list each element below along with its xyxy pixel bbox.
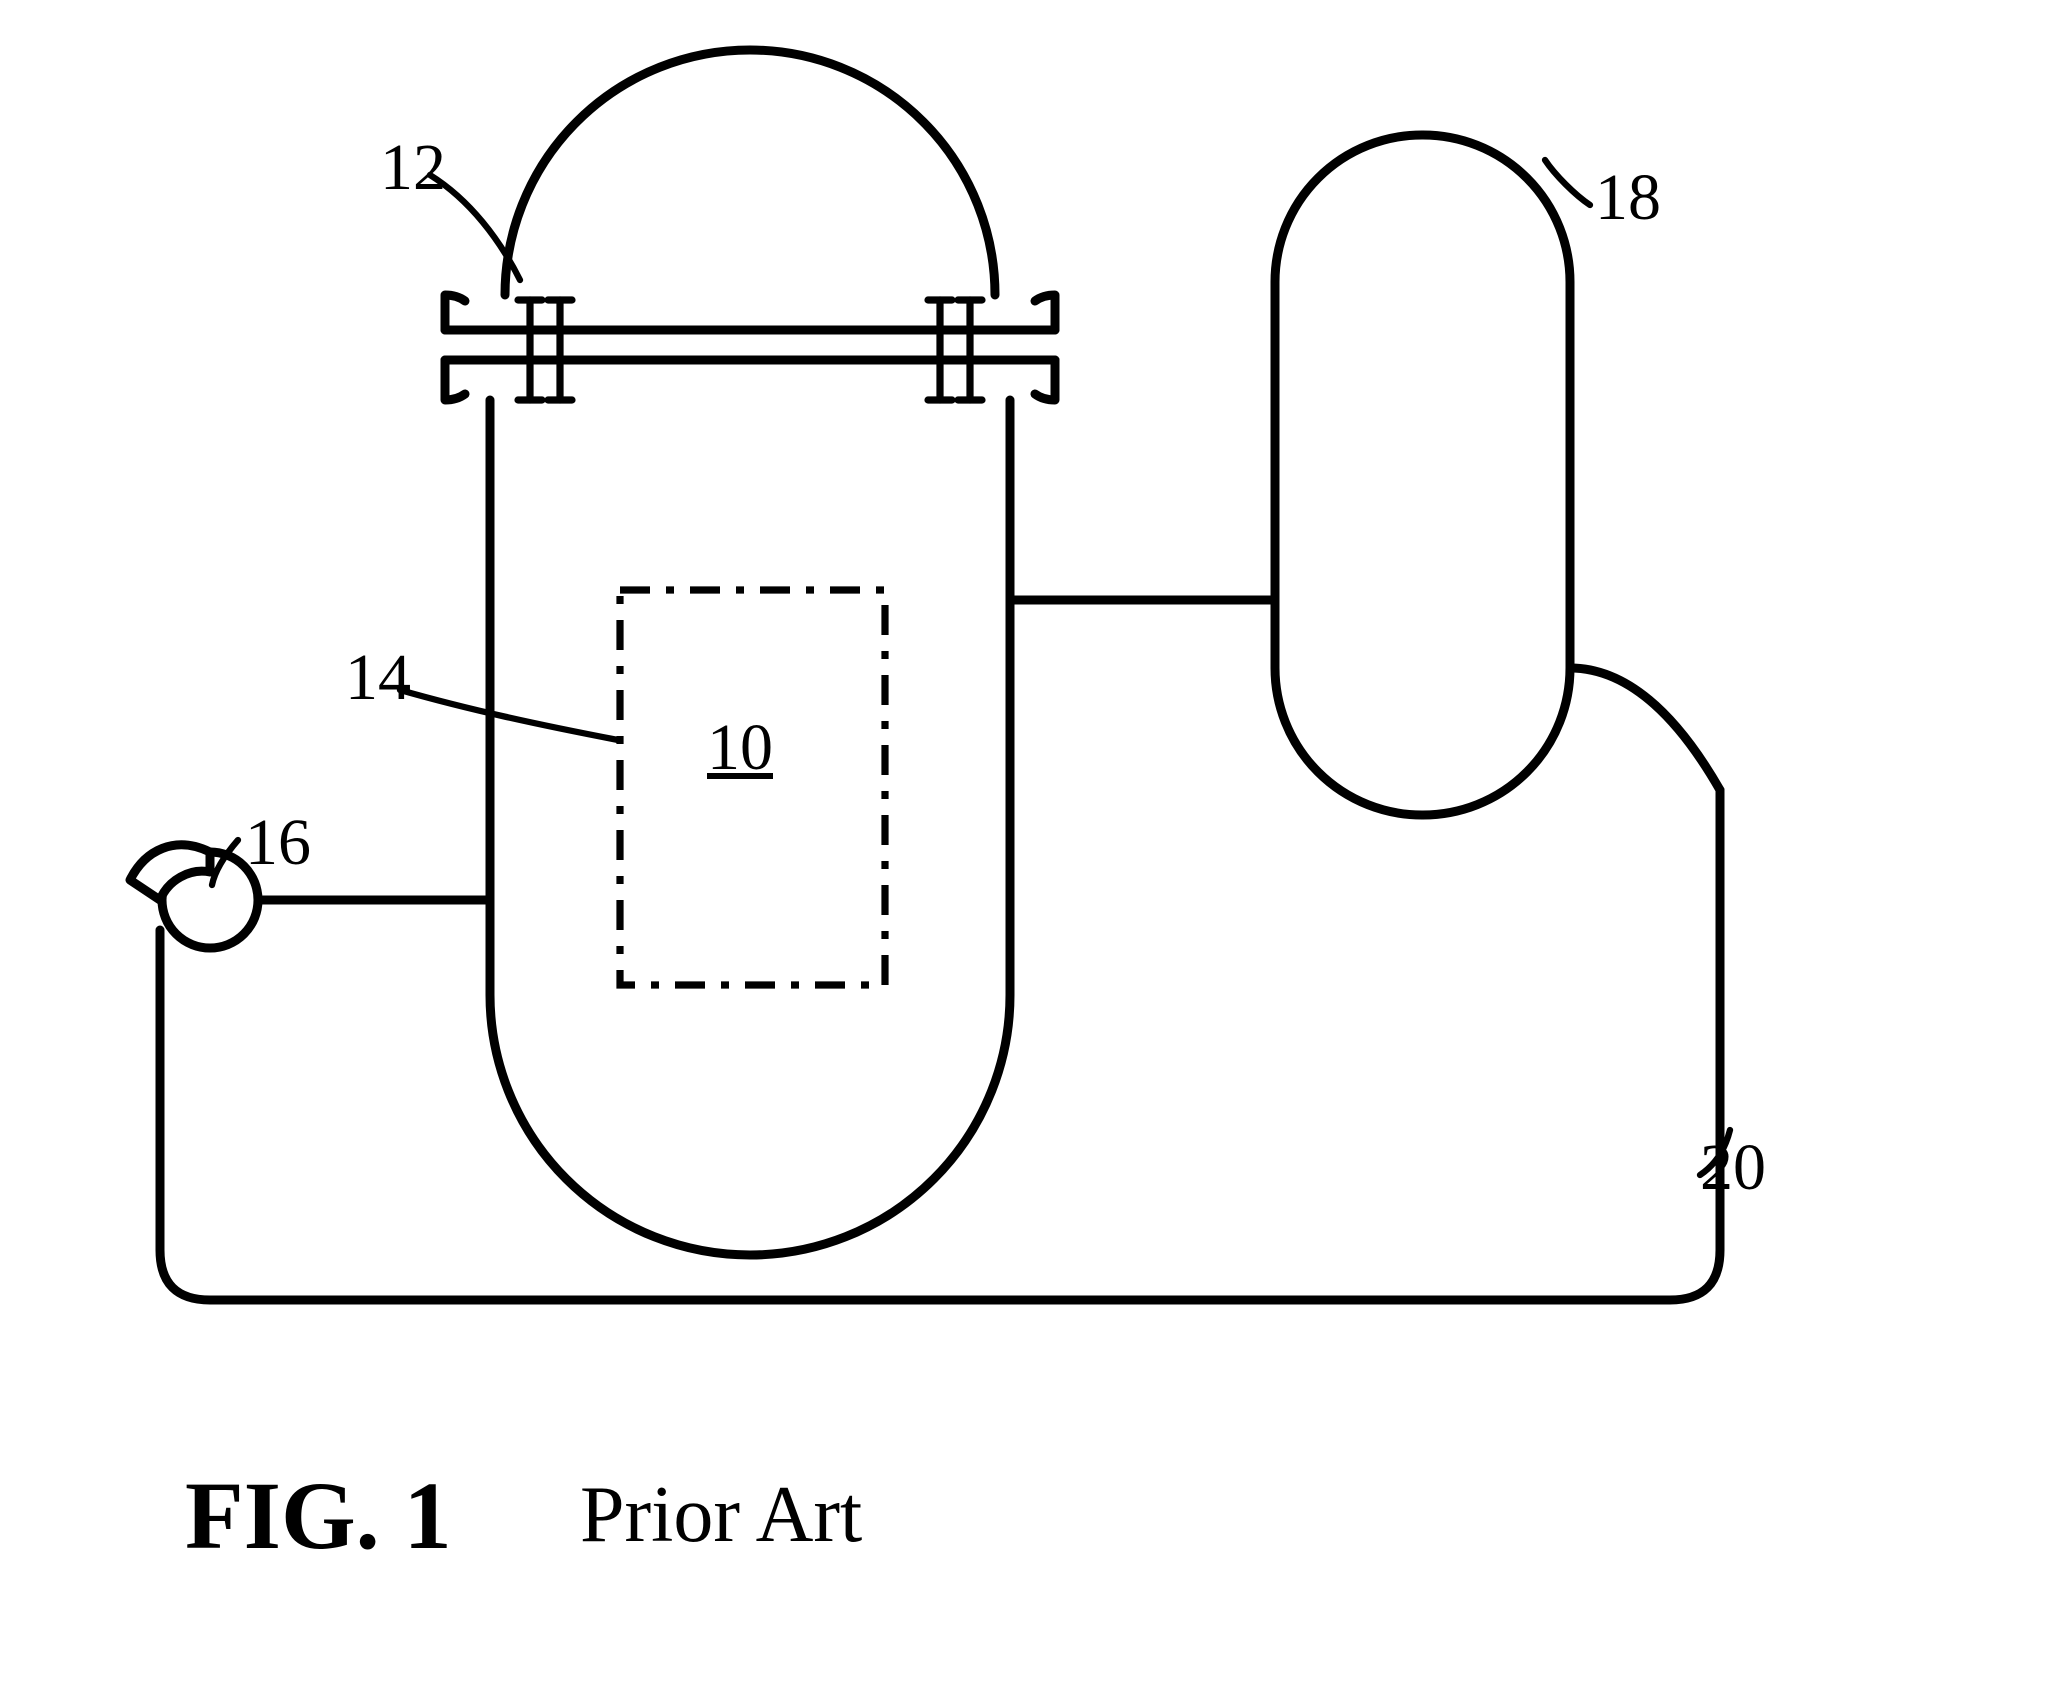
flange-lower-lip-right xyxy=(1035,360,1055,400)
label-ref-16: 16 xyxy=(245,805,311,881)
reactor-vessel-dome xyxy=(505,50,995,295)
label-ref-12: 12 xyxy=(380,130,446,206)
label-ref-14: 14 xyxy=(345,640,411,716)
leader-l18 xyxy=(1545,160,1590,205)
pipe-capsule-to-loop xyxy=(1570,668,1720,790)
flange-lower-lip-left xyxy=(445,360,465,400)
caption-fig: FIG. 1 xyxy=(185,1460,452,1571)
reactor-vessel-body xyxy=(490,400,1010,1255)
secondary-capsule xyxy=(1275,135,1570,815)
label-ref-20: 20 xyxy=(1700,1130,1766,1206)
flange-upper-lip-left xyxy=(445,295,465,330)
figure-stage: 12 14 16 18 20 10 FIG. 1 Prior Art xyxy=(0,0,2066,1695)
caption-prior: Prior Art xyxy=(580,1470,862,1561)
flange-upper-lip-right xyxy=(1035,295,1055,330)
label-ref-18: 18 xyxy=(1595,160,1661,236)
label-core-10: 10 xyxy=(707,710,773,786)
